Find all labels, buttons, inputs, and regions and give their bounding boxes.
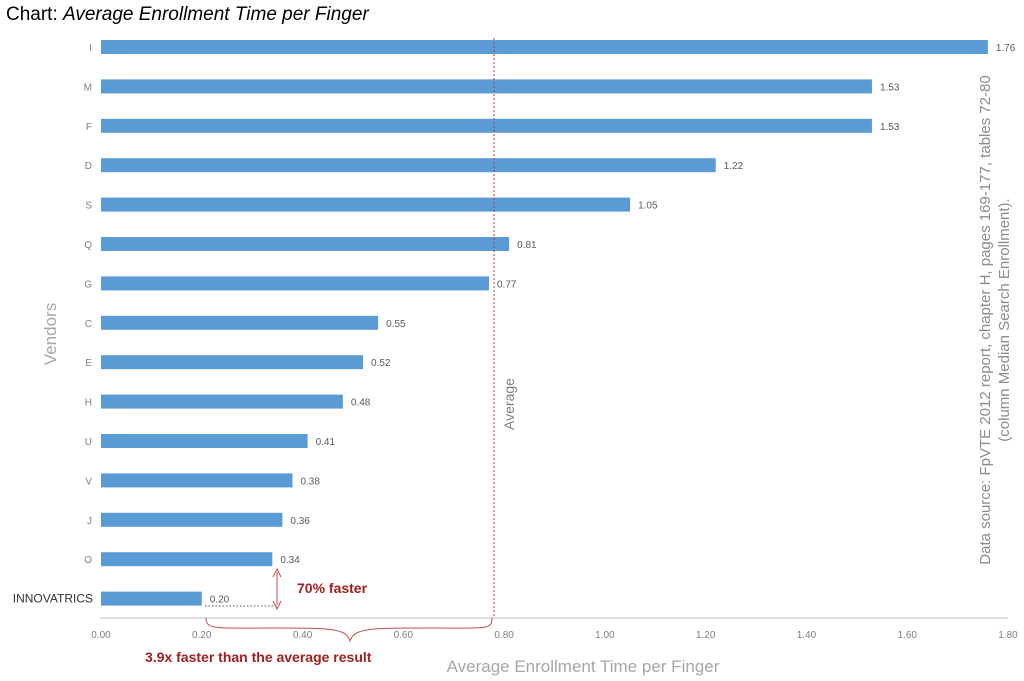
value-label: 0.77 xyxy=(497,279,517,290)
category-label: H xyxy=(85,398,92,409)
average-label: Average xyxy=(501,378,517,430)
category-label: C xyxy=(85,319,92,330)
value-label: 0.52 xyxy=(371,358,391,369)
value-label: 0.81 xyxy=(517,240,537,251)
category-label: J xyxy=(87,516,92,527)
x-tick-label: 0.60 xyxy=(394,630,414,641)
faster-than-average-label: 3.9x faster than the average result xyxy=(145,649,372,665)
bar xyxy=(101,276,489,291)
category-label: M xyxy=(84,82,92,93)
data-source-line-1: Data source: FpVTE 2012 report, chapter … xyxy=(977,75,994,564)
chart-heading-prefix: Chart: xyxy=(6,4,63,25)
value-label: 0.20 xyxy=(210,595,230,606)
chart-heading: Chart: Average Enrollment Time per Finge… xyxy=(6,4,369,25)
x-tick-label: 0.00 xyxy=(91,630,111,641)
x-tick-label: 1.80 xyxy=(998,630,1018,641)
value-label: 0.55 xyxy=(386,319,406,330)
value-label: 1.53 xyxy=(880,122,900,133)
average-brace xyxy=(205,617,493,643)
faster-arrow-up-head xyxy=(272,567,282,578)
y-axis-label: Vendors xyxy=(41,303,60,365)
bar xyxy=(101,355,364,370)
annotations: 70% faster 3.9x faster than the average … xyxy=(145,567,493,665)
x-tick-label: 1.00 xyxy=(595,630,615,641)
category-label: S xyxy=(85,201,92,212)
category-label: G xyxy=(84,279,92,290)
bar xyxy=(101,158,716,173)
category-label: INNOVATRICS xyxy=(13,592,93,606)
x-tick-label: 1.20 xyxy=(696,630,716,641)
bar xyxy=(101,552,273,567)
value-label: 1.76 xyxy=(996,43,1016,54)
bar xyxy=(101,40,988,54)
value-label: 0.38 xyxy=(300,476,320,487)
category-label: F xyxy=(86,122,92,133)
faster-than-next-label: 70% faster xyxy=(297,580,368,596)
bar xyxy=(101,237,510,251)
faster-arrow-down-head xyxy=(272,600,282,611)
category-label: U xyxy=(85,437,92,448)
bar xyxy=(101,315,379,330)
category-label: I xyxy=(89,43,92,54)
bar xyxy=(101,591,202,606)
category-label: Q xyxy=(84,240,92,251)
bar xyxy=(101,79,872,94)
bar xyxy=(101,512,283,527)
x-tick-label: 1.60 xyxy=(897,630,917,641)
chart-title: Average Enrollment Time per Finger xyxy=(62,4,369,25)
x-axis-label: Average Enrollment Time per Finger xyxy=(447,657,720,676)
value-label: 1.53 xyxy=(880,82,900,93)
bar xyxy=(101,434,308,448)
x-tick-label: 0.40 xyxy=(293,630,313,641)
bars: I 1.76 M 1.53 F 1.53 D 1.22 S 1.05 Q 0.81 G 0.77 C 0.55… xyxy=(13,40,1016,606)
category-label: E xyxy=(85,358,92,369)
category-label: D xyxy=(85,161,92,172)
x-axis-ticks: 0.00 0.20 0.40 0.60 0.80 1.00 1.20 1.40 1.60 1.80 xyxy=(91,630,1018,641)
value-label: 0.41 xyxy=(316,437,336,448)
bar xyxy=(101,473,293,488)
bar xyxy=(101,197,631,212)
bar xyxy=(101,394,343,409)
value-label: 1.05 xyxy=(638,201,658,212)
bar xyxy=(101,118,872,133)
data-source-line-2: (column Median Search Enrollment). xyxy=(996,198,1013,441)
value-label: 0.34 xyxy=(280,555,300,566)
category-label: V xyxy=(85,476,92,487)
value-label: 1.22 xyxy=(724,161,744,172)
x-tick-label: 1.40 xyxy=(797,630,817,641)
x-tick-label: 0.20 xyxy=(192,630,212,641)
category-label: O xyxy=(84,555,92,566)
value-label: 0.36 xyxy=(290,516,310,527)
x-tick-label: 0.80 xyxy=(494,630,514,641)
value-label: 0.48 xyxy=(351,398,371,409)
